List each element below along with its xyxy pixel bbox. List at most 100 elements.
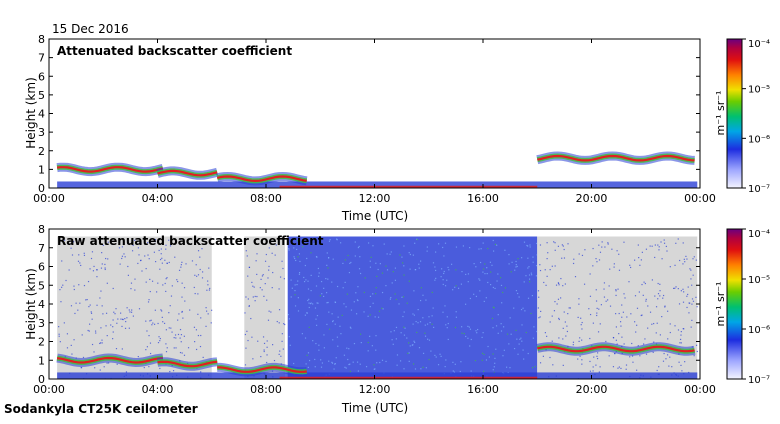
noise-speckle	[581, 359, 583, 361]
noise-speckle	[176, 279, 178, 281]
noise-speckle	[353, 301, 355, 303]
noise-speckle	[274, 254, 276, 256]
noise-speckle	[495, 348, 497, 350]
noise-speckle	[578, 253, 580, 255]
noise-speckle	[572, 341, 575, 343]
noise-speckle	[314, 358, 316, 361]
noise-speckle	[452, 361, 454, 363]
noise-speckle	[623, 343, 625, 345]
noise-speckle	[194, 341, 196, 343]
noise-speckle	[528, 278, 531, 280]
noise-speckle	[689, 302, 691, 304]
x-tick-label: 20:00	[576, 192, 608, 205]
noise-speckle	[530, 274, 533, 276]
noise-speckle	[551, 315, 553, 317]
noise-speckle	[654, 244, 656, 246]
noise-speckle	[125, 371, 128, 373]
noise-speckle	[613, 266, 615, 268]
cloud-layer-core	[56, 356, 163, 364]
noise-speckle	[445, 324, 447, 326]
noise-speckle	[444, 285, 447, 287]
noise-speckle	[288, 249, 290, 251]
noise-speckle	[320, 366, 323, 368]
noise-speckle	[358, 268, 361, 270]
noise-speckle	[63, 239, 66, 241]
noise-speckle	[403, 265, 405, 267]
noise-speckle	[326, 302, 328, 304]
noise-speckle	[112, 319, 114, 321]
noise-speckle	[572, 262, 575, 265]
noise-speckle	[386, 269, 389, 271]
noise-speckle	[500, 284, 503, 287]
noise-speckle	[254, 295, 256, 298]
noise-speckle	[370, 256, 372, 258]
noise-speckle	[608, 355, 610, 357]
cloud-layer-core	[537, 345, 695, 353]
noise-speckle	[408, 280, 410, 282]
noise-speckle	[296, 248, 298, 251]
noise-speckle	[399, 254, 401, 256]
noise-speckle	[267, 277, 269, 279]
noise-speckle	[663, 239, 665, 241]
colorbar-ticks: 10⁻⁷ 10⁻⁶ 10⁻⁵ 10⁻⁴	[742, 38, 770, 195]
noise-speckle	[208, 289, 211, 291]
noise-speckle	[521, 257, 523, 259]
noise-speckle	[349, 363, 351, 365]
noise-speckle	[93, 351, 95, 353]
y-tick-label: 4	[38, 298, 45, 311]
noise-speckle	[528, 274, 531, 276]
noise-speckle	[205, 325, 207, 327]
noise-speckle	[273, 359, 276, 362]
noise-speckle	[375, 262, 377, 264]
noise-speckle	[554, 301, 556, 303]
noise-speckle	[636, 307, 639, 309]
noise-speckle	[392, 343, 394, 345]
noise-speckle	[494, 362, 496, 364]
noise-speckle	[557, 298, 560, 300]
noise-speckle	[565, 335, 567, 337]
noise-speckle	[654, 295, 656, 297]
noise-speckle	[549, 356, 551, 359]
noise-speckle	[523, 241, 526, 243]
noise-speckle	[654, 256, 656, 259]
noise-speckle	[161, 262, 163, 264]
footer-label: Sodankyla CT25K ceilometer	[4, 402, 198, 416]
noise-speckle	[680, 331, 682, 333]
noise-speckle	[596, 261, 598, 263]
noise-speckle	[306, 354, 308, 356]
noise-speckle	[453, 371, 456, 373]
noise-speckle	[125, 320, 127, 323]
noise-speckle	[688, 312, 690, 314]
noise-speckle	[637, 244, 639, 246]
noise-speckle	[307, 352, 310, 354]
noise-speckle	[523, 358, 525, 360]
noise-speckle	[589, 360, 591, 363]
noise-speckle	[537, 290, 540, 292]
noise-speckle	[180, 341, 182, 343]
noise-speckle	[484, 263, 486, 265]
noise-speckle	[312, 340, 314, 342]
noise-speckle	[597, 352, 599, 354]
noise-speckle	[262, 274, 264, 276]
noise-speckle	[592, 322, 594, 324]
noise-speckle	[129, 311, 131, 313]
noise-speckle	[683, 328, 685, 330]
noise-speckle	[458, 287, 460, 289]
noise-speckle	[321, 362, 324, 364]
noise-speckle	[162, 284, 164, 286]
noise-speckle	[662, 297, 664, 299]
noise-speckle	[616, 250, 618, 252]
noise-speckle	[245, 250, 247, 252]
noise-speckle	[158, 249, 160, 252]
colorbar-tick-label: 10⁻⁴	[748, 39, 770, 50]
noise-speckle	[94, 330, 97, 332]
noise-speckle	[402, 296, 405, 298]
noise-speckle	[65, 279, 67, 282]
noise-speckle	[680, 364, 682, 367]
noise-speckle	[130, 288, 132, 290]
noise-speckle	[645, 248, 648, 250]
noise-speckle	[82, 356, 85, 359]
noise-speckle	[581, 328, 583, 330]
noise-speckle	[104, 268, 106, 271]
noise-speckle	[58, 333, 60, 335]
